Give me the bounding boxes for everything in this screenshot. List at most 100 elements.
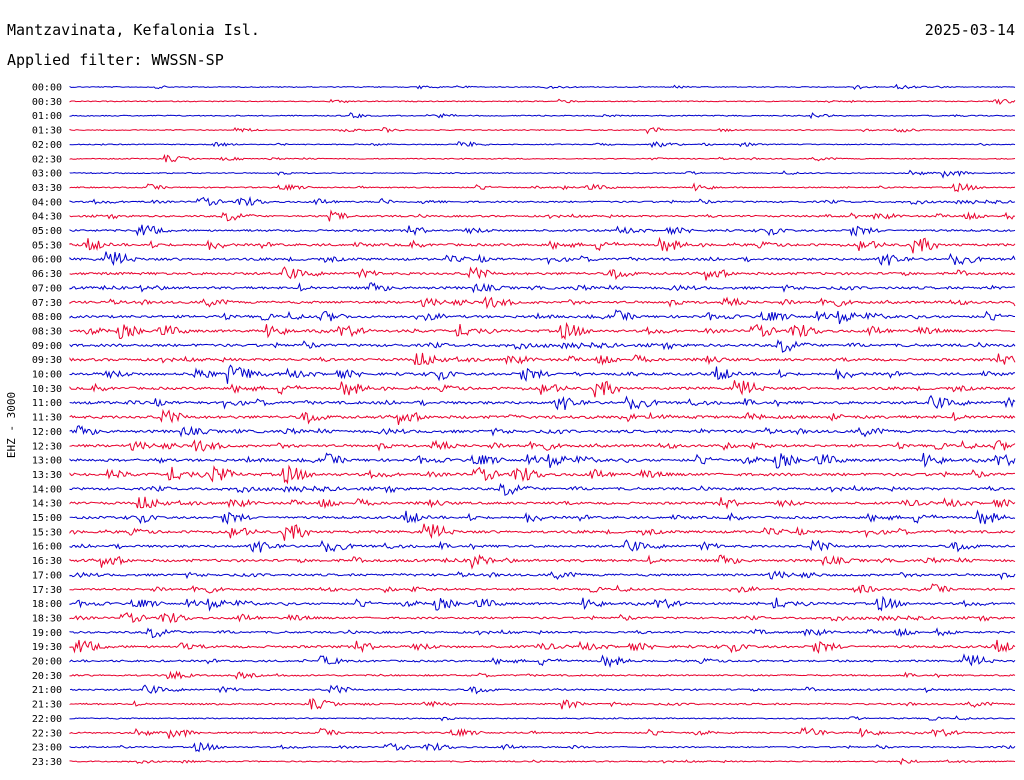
trace-line — [69, 127, 1016, 135]
trace-line — [69, 182, 1016, 193]
time-label: 04:00 — [32, 197, 62, 208]
trace-line — [69, 726, 1016, 739]
time-label: 08:00 — [32, 312, 62, 323]
time-label: 18:00 — [32, 599, 62, 610]
trace-line — [69, 741, 1016, 753]
time-label: 22:00 — [32, 714, 62, 725]
time-label: 01:30 — [32, 126, 62, 137]
trace-rows: 00:00 00:30 01:00 01:30 02:00 02:30 03:00 03:30… — [32, 83, 1016, 768]
trace-line — [69, 554, 1016, 570]
time-label: 01:00 — [32, 111, 62, 122]
time-label: 00:30 — [32, 97, 62, 108]
trace-line — [69, 509, 1016, 525]
time-label: 20:00 — [32, 657, 62, 668]
time-label: 15:00 — [32, 513, 62, 524]
trace-line — [69, 482, 1016, 496]
time-label: 09:30 — [32, 355, 62, 366]
time-label: 17:00 — [32, 570, 62, 581]
time-label: 16:00 — [32, 542, 62, 553]
time-label: 14:00 — [32, 484, 62, 495]
trace-line — [69, 715, 1016, 722]
trace-line — [69, 209, 1016, 222]
time-label: 21:00 — [32, 685, 62, 696]
time-label: 13:30 — [32, 470, 62, 481]
time-label: 02:30 — [32, 154, 62, 165]
trace-line — [69, 153, 1016, 163]
trace-line — [69, 639, 1016, 655]
trace-line — [69, 523, 1016, 541]
time-label: 05:00 — [32, 226, 62, 237]
time-label: 10:30 — [32, 384, 62, 395]
trace-line — [69, 425, 1016, 438]
trace-line — [69, 583, 1016, 594]
trace-line — [69, 595, 1016, 612]
trace-line — [69, 612, 1016, 624]
time-label: 12:30 — [32, 441, 62, 452]
trace-line — [69, 112, 1016, 120]
time-label: 08:30 — [32, 326, 62, 337]
time-label: 14:30 — [32, 499, 62, 510]
trace-line — [69, 380, 1016, 398]
trace-line — [69, 224, 1016, 237]
trace-line — [69, 140, 1016, 149]
time-label: 23:30 — [32, 757, 62, 768]
time-label: 23:00 — [32, 743, 62, 754]
time-label: 11:00 — [32, 398, 62, 409]
trace-line — [69, 570, 1016, 581]
trace-line — [69, 539, 1016, 553]
trace-line — [69, 653, 1016, 668]
trace-line — [69, 439, 1016, 452]
time-label: 02:00 — [32, 140, 62, 151]
time-label: 18:30 — [32, 613, 62, 624]
time-label: 11:30 — [32, 413, 62, 424]
time-label: 07:00 — [32, 283, 62, 294]
time-label: 03:30 — [32, 183, 62, 194]
time-label: 15:30 — [32, 527, 62, 538]
time-label: 12:00 — [32, 427, 62, 438]
time-label: 03:00 — [32, 169, 62, 180]
trace-line — [69, 670, 1016, 680]
trace-line — [69, 195, 1016, 207]
time-label: 19:00 — [32, 628, 62, 639]
trace-line — [69, 452, 1016, 469]
time-label: 10:00 — [32, 370, 62, 381]
time-label: 20:30 — [32, 671, 62, 682]
trace-line — [69, 684, 1016, 695]
trace-line — [69, 236, 1016, 254]
trace-line — [69, 496, 1016, 510]
trace-line — [69, 339, 1016, 353]
trace-line — [69, 309, 1015, 325]
trace-line — [69, 394, 1016, 411]
trace-line — [69, 321, 1016, 341]
trace-line — [69, 464, 1015, 485]
trace-line — [69, 98, 1016, 105]
time-label: 06:00 — [32, 255, 62, 266]
filter-label: Applied filter: WWSSN-SP — [7, 51, 224, 69]
time-label: 06:30 — [32, 269, 62, 280]
station-title: Mantzavinata, Kefalonia Isl. — [7, 21, 260, 39]
time-label: 19:30 — [32, 642, 62, 653]
y-axis-label: EHZ - 3000 — [5, 392, 18, 458]
trace-line — [69, 364, 1015, 384]
time-label: 21:30 — [32, 700, 62, 711]
time-label: 17:30 — [32, 585, 62, 596]
trace-line — [69, 296, 1016, 310]
trace-line — [69, 757, 1016, 766]
trace-line — [69, 251, 1016, 266]
trace-line — [69, 266, 1016, 281]
time-label: 22:30 — [32, 728, 62, 739]
time-label: 13:00 — [32, 456, 62, 467]
time-label: 04:30 — [32, 212, 62, 223]
trace-line — [69, 408, 1016, 425]
time-label: 09:00 — [32, 341, 62, 352]
time-label: 05:30 — [32, 240, 62, 251]
trace-line — [69, 169, 1016, 179]
time-label: 00:00 — [32, 83, 62, 94]
trace-line — [69, 282, 1016, 294]
trace-line — [69, 352, 1016, 366]
time-label: 16:30 — [32, 556, 62, 567]
time-label: 07:30 — [32, 298, 62, 309]
trace-line — [69, 83, 1016, 90]
trace-line — [69, 627, 1016, 639]
